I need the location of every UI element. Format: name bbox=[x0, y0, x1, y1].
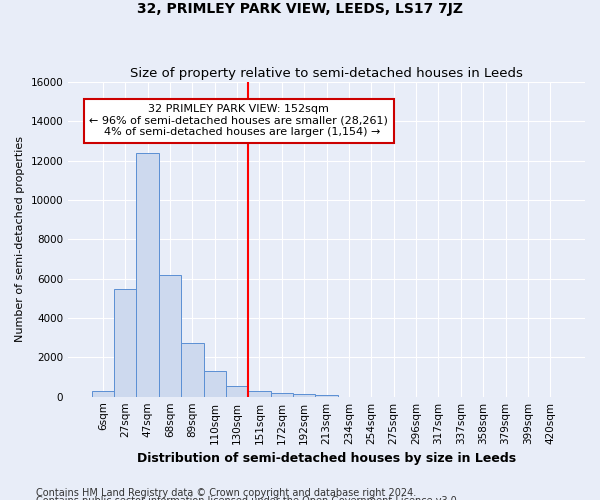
Bar bbox=[136, 153, 159, 396]
Y-axis label: Number of semi-detached properties: Number of semi-detached properties bbox=[15, 136, 25, 342]
Text: 32 PRIMLEY PARK VIEW: 152sqm  
← 96% of semi-detached houses are smaller (28,261: 32 PRIMLEY PARK VIEW: 152sqm ← 96% of se… bbox=[89, 104, 388, 138]
Bar bbox=[159, 275, 181, 396]
Bar bbox=[248, 391, 271, 396]
Bar bbox=[114, 288, 136, 397]
Bar bbox=[271, 392, 293, 396]
Bar bbox=[203, 371, 226, 396]
Text: Contains HM Land Registry data © Crown copyright and database right 2024.: Contains HM Land Registry data © Crown c… bbox=[36, 488, 416, 498]
Bar bbox=[226, 386, 248, 396]
Bar bbox=[293, 394, 316, 396]
Text: Contains public sector information licensed under the Open Government Licence v3: Contains public sector information licen… bbox=[36, 496, 460, 500]
X-axis label: Distribution of semi-detached houses by size in Leeds: Distribution of semi-detached houses by … bbox=[137, 452, 516, 465]
Bar bbox=[316, 394, 338, 396]
Bar bbox=[181, 342, 203, 396]
Text: 32, PRIMLEY PARK VIEW, LEEDS, LS17 7JZ: 32, PRIMLEY PARK VIEW, LEEDS, LS17 7JZ bbox=[137, 2, 463, 16]
Bar bbox=[92, 391, 114, 396]
Title: Size of property relative to semi-detached houses in Leeds: Size of property relative to semi-detach… bbox=[130, 66, 523, 80]
